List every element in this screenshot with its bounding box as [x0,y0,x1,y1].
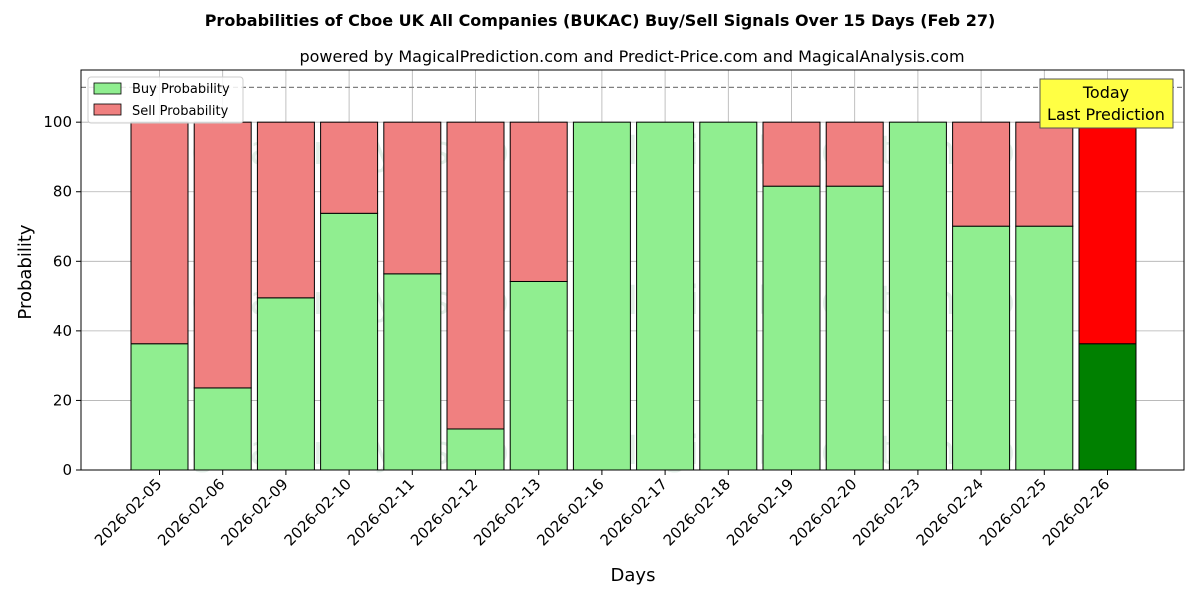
bar-sell [1078,121,1137,345]
x-tick-label: 2026-02-10 [281,475,355,549]
bar-sell [446,121,505,430]
x-tick-label: 2026-02-25 [976,475,1050,549]
bar-sell [952,121,1011,227]
x-tick-label: 2026-02-26 [1039,475,1113,549]
bar-buy [130,343,189,471]
bar-buy [888,121,947,471]
x-tick-label: 2026-02-19 [723,475,797,549]
x-tick-label: 2026-02-12 [407,475,481,549]
bar-buy [1015,225,1074,471]
bar-sell [320,121,379,214]
bar-buy [509,280,568,471]
bar-buy [699,121,758,471]
bar-buy [1078,343,1137,471]
x-tick-label: 2026-02-11 [344,475,418,549]
bar-sell [825,121,884,187]
y-tick-label: 80 [53,183,72,201]
y-tick-label: 20 [53,391,72,409]
bar-sell [762,121,821,187]
x-axis-label: Days [611,565,656,586]
y-tick-label: 40 [53,322,72,340]
bar-buy [572,121,631,471]
x-tick-label: 2026-02-17 [597,475,671,549]
x-axis-ticks: 2026-02-052026-02-062026-02-092026-02-10… [91,470,1113,549]
bar-sell [509,121,568,282]
bar-buy [383,273,442,471]
x-tick-label: 2026-02-20 [786,475,860,549]
bar-buy [320,212,379,471]
y-axis-label: Probability [15,224,36,319]
legend-sell-label: Sell Probability [132,104,229,119]
legend: Buy Probability Sell Probability [87,76,244,124]
x-tick-label: 2026-02-06 [154,475,228,549]
bar-buy [256,297,315,471]
bar-sell [130,121,189,345]
y-tick-label: 60 [53,252,72,270]
chart-subtitle: powered by MagicalPrediction.com and Pre… [299,47,964,66]
x-tick-label: 2026-02-09 [217,475,291,549]
y-tick-label: 0 [62,461,72,479]
x-tick-label: 2026-02-05 [91,475,165,549]
legend-box [87,76,244,124]
chart-title: Probabilities of Cboe UK All Companies (… [205,11,996,30]
annotation-line2: Last Prediction [1047,105,1165,124]
bar-buy [636,121,695,471]
annotation-line1: Today [1082,83,1129,102]
bar-sell [1015,121,1074,227]
x-tick-label: 2026-02-24 [913,475,987,549]
legend-sell-swatch [93,103,122,116]
x-tick-label: 2026-02-18 [660,475,734,549]
bar-sell [193,121,252,389]
y-tick-label: 100 [43,113,72,131]
bar-buy [762,185,821,471]
today-annotation: Today Last Prediction [1039,78,1174,129]
y-axis-ticks: 0 20 40 60 80 100 [43,113,81,479]
bar-buy [952,225,1011,471]
bars [130,121,1137,471]
x-tick-label: 2026-02-23 [849,475,923,549]
legend-buy-label: Buy Probability [132,82,230,97]
legend-buy-swatch [93,82,122,95]
bar-buy [193,387,252,471]
bar-sell [256,121,315,299]
bar-sell [383,121,442,275]
plot-frame [80,69,1185,471]
x-tick-label: 2026-02-13 [470,475,544,549]
bar-buy [446,428,505,471]
annotation-box [1039,78,1174,129]
x-tick-label: 2026-02-16 [533,475,607,549]
bar-buy [825,185,884,471]
